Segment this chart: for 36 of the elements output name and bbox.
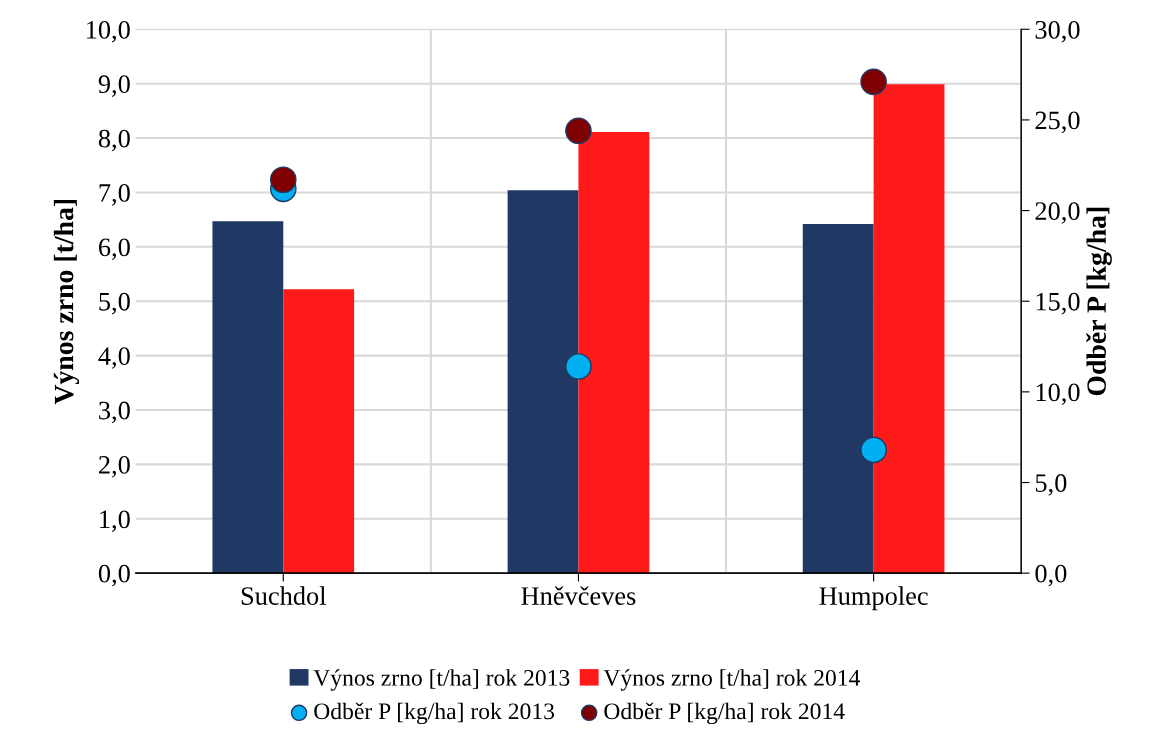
bar [578,132,650,574]
y-tick-label: 3,0 [99,401,130,424]
legend-label: Výnos zrno [t/ha] rok 2013 [313,669,570,691]
y2-tick-label: 20,0 [1035,202,1080,224]
legend-label: Odběr P [kg/ha] rok 2013 [314,702,555,725]
bar [212,221,284,574]
x-tick-label: Hněvčeves [521,586,636,605]
y-tick-label: 5,0 [99,292,130,315]
point [565,353,592,380]
y-tick-label: 4,0 [98,347,130,369]
bar [873,84,945,574]
y2-tick-label: 30,0 [1035,20,1080,43]
y2-axis-title: Odběr P [kg/ha] [1086,207,1112,396]
y2-tick-label: 0,0 [1035,564,1067,587]
x-tick-label: Humpolec [819,586,928,611]
y-axis-title: Výnos zrno [t/ha] [53,199,80,405]
y-tick-label: 1,0 [100,510,130,532]
y-tick-label: 10,0 [86,20,130,43]
legend-label: Odběr P [kg/ha] rok 2014 [604,702,845,725]
point [565,117,592,145]
legend-label: Výnos zrno [t/ha] rok 2014 [603,669,861,691]
point [860,68,887,96]
y-tick-label: 0,0 [98,564,130,587]
x-tick-label: Suchdol [241,586,326,605]
y-tick-label: 6,0 [98,238,130,261]
point [269,166,297,194]
point [860,436,887,464]
y2-tick-label: 15,0 [1036,292,1080,315]
y2-tick-label: 5,0 [1035,474,1067,496]
y2-tick-label: 25,0 [1035,111,1080,134]
y-tick-label: 2,0 [99,455,130,478]
y-tick-label: 7,0 [99,184,130,206]
y2-tick-label: 10,0 [1036,383,1080,406]
bar [283,289,355,574]
y-tick-label: 8,0 [98,129,130,152]
y-tick-label: 9,0 [98,75,130,97]
